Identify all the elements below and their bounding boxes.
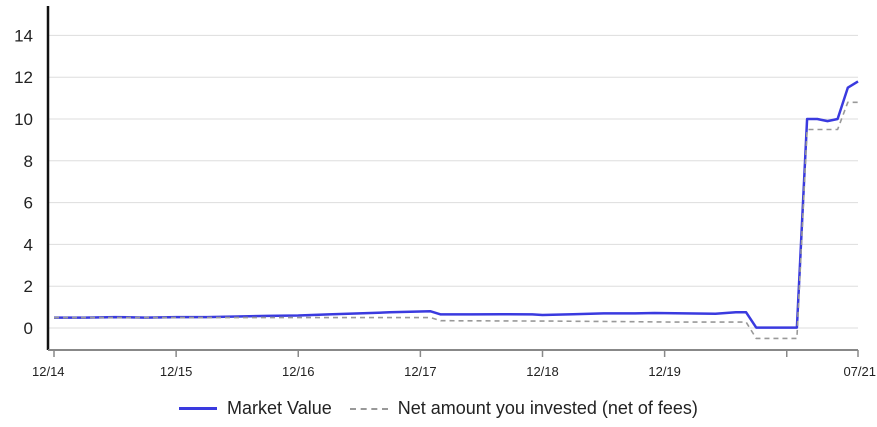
x-tick-label: 07/21 — [843, 364, 876, 379]
series-line-market-value — [54, 80, 859, 329]
x-tick-label: 12/16 — [282, 364, 315, 379]
y-tick-label: 6 — [24, 194, 33, 213]
series-line-net-invested — [54, 101, 858, 340]
legend-swatch-solid — [179, 407, 218, 410]
y-tick-label: 10 — [14, 110, 33, 129]
grid-lines — [48, 34, 858, 329]
legend-label-net-invested: Net amount you invested (net of fees) — [397, 398, 698, 418]
x-tick-label: 12/18 — [526, 364, 559, 379]
y-tick-label: 12 — [14, 68, 33, 87]
legend: Market Value Net amount you invested (ne… — [0, 398, 877, 419]
y-tick-label: 14 — [14, 26, 33, 45]
y-tick-label: 2 — [24, 277, 33, 296]
y-axis-ticks: 0 2 4 6 8 10 12 14 — [14, 26, 33, 338]
legend-swatch-dashed — [349, 407, 388, 410]
series-group — [54, 80, 859, 340]
x-tick-label: 12/17 — [404, 364, 437, 379]
legend-label-market-value: Market Value — [227, 398, 332, 418]
x-tick-label: 12/15 — [160, 364, 193, 379]
y-tick-label: 8 — [24, 152, 33, 171]
x-tick-label: 12/19 — [648, 364, 681, 379]
y-tick-label: 4 — [24, 235, 33, 254]
legend-item-market-value: Market Value — [179, 398, 332, 419]
y-tick-label: 0 — [24, 319, 33, 338]
x-axis-ticks: 12/14 12/15 12/16 12/17 12/18 12/19 07/21 — [32, 350, 876, 379]
legend-item-net-invested: Net amount you invested (net of fees) — [349, 398, 698, 419]
x-tick-label: 12/14 — [32, 364, 65, 379]
